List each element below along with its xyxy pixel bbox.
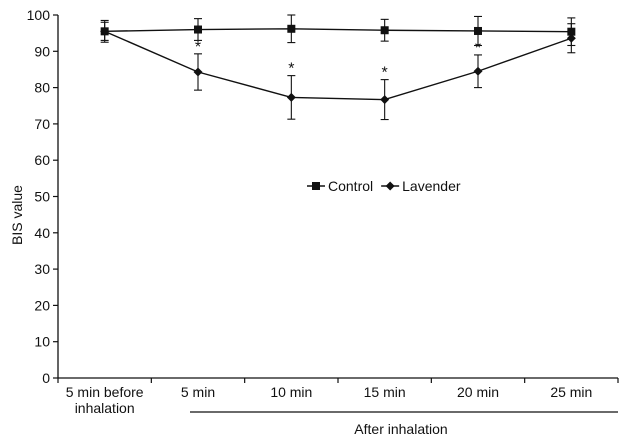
control-series <box>100 14 576 47</box>
y-tick-label: 70 <box>34 116 50 132</box>
y-tick-label: 100 <box>27 7 51 23</box>
y-tick-label: 90 <box>34 43 50 59</box>
control-line <box>104 28 572 33</box>
significance-mark: * <box>288 61 294 78</box>
chart-legend: Control Lavender <box>307 178 461 194</box>
lavender-marker <box>286 92 296 102</box>
x-tick-label: 5 min before inhalation <box>66 384 144 416</box>
x-tick-label: 20 min <box>457 384 499 400</box>
lavender-marker <box>566 33 576 43</box>
x-tick-label: 15 min <box>364 384 406 400</box>
y-tick-label: 20 <box>34 297 50 313</box>
x-tick-labels: 5 min before inhalation 5 min 10 min 15 min 2… <box>66 384 593 416</box>
significance-mark: * <box>382 65 388 82</box>
x-tick-label: 5 min <box>181 384 215 400</box>
y-tick-label: 40 <box>34 225 50 241</box>
y-tick-label: 30 <box>34 261 50 277</box>
y-tick-label: 10 <box>34 334 50 350</box>
lavender-marker <box>380 95 390 105</box>
y-tick-label: 0 <box>42 370 50 386</box>
lavender-marker <box>193 67 203 77</box>
after-inhalation-label: After inhalation <box>354 421 447 437</box>
legend-control-marker <box>312 182 320 190</box>
legend-lavender-marker <box>385 181 395 191</box>
x-tick-label: 25 min <box>550 384 592 400</box>
lavender-series: * * * * <box>100 21 576 121</box>
y-tick-label: 60 <box>34 152 50 168</box>
control-marker <box>287 24 296 33</box>
legend-lavender-label: Lavender <box>402 178 461 194</box>
control-marker <box>380 26 389 35</box>
chart-axes <box>57 15 618 379</box>
legend-control-label: Control <box>328 178 373 194</box>
control-marker <box>474 26 482 35</box>
y-ticks: 0 10 20 30 40 50 60 70 80 90 100 <box>27 7 619 386</box>
series-layer: * * * * <box>100 14 576 121</box>
x-tick-label: 10 min <box>270 384 312 400</box>
y-axis-label: BIS value <box>9 185 25 245</box>
lavender-marker <box>100 26 110 36</box>
significance-mark: * <box>475 40 481 57</box>
y-tick-label: 80 <box>34 80 50 96</box>
lavender-line <box>104 30 572 101</box>
significance-mark: * <box>195 39 201 56</box>
control-marker <box>194 25 202 34</box>
lavender-marker <box>473 66 483 76</box>
y-tick-label: 50 <box>34 189 50 205</box>
